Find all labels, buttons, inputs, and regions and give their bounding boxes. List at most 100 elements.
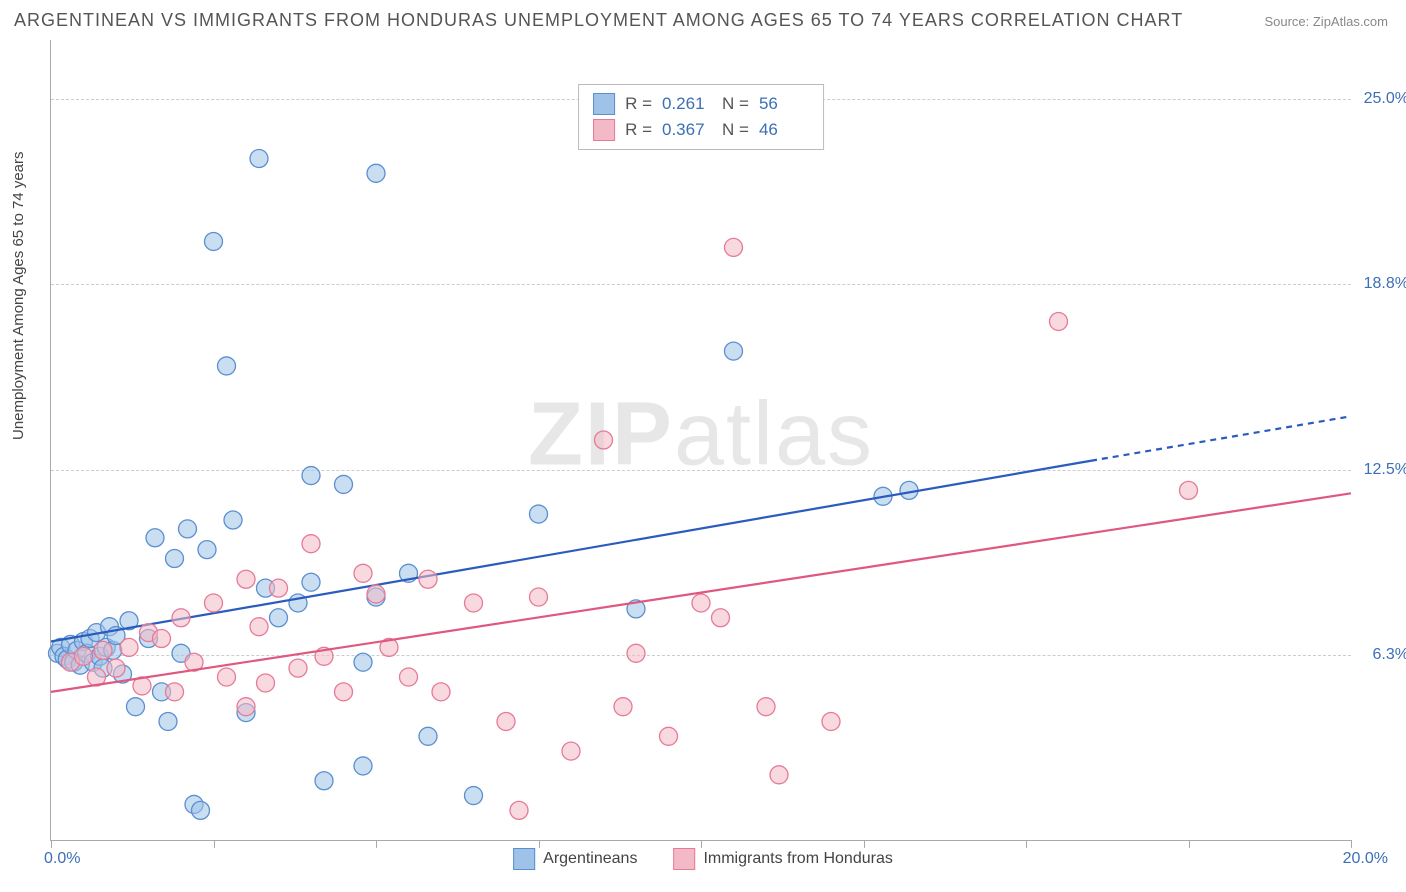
data-point-honduras bbox=[237, 698, 255, 716]
r-label: R = bbox=[625, 94, 652, 114]
data-point-argentineans bbox=[127, 698, 145, 716]
r-value: 0.261 bbox=[662, 94, 712, 114]
data-point-honduras bbox=[595, 431, 613, 449]
data-point-argentineans bbox=[530, 505, 548, 523]
data-point-honduras bbox=[218, 668, 236, 686]
data-point-argentineans bbox=[159, 712, 177, 730]
data-point-honduras bbox=[302, 535, 320, 553]
data-point-honduras bbox=[432, 683, 450, 701]
data-point-honduras bbox=[1050, 312, 1068, 330]
data-point-argentineans bbox=[192, 801, 210, 819]
data-point-honduras bbox=[94, 641, 112, 659]
chart-title: ARGENTINEAN VS IMMIGRANTS FROM HONDURAS … bbox=[14, 10, 1183, 31]
data-point-honduras bbox=[465, 594, 483, 612]
data-point-honduras bbox=[205, 594, 223, 612]
data-point-argentineans bbox=[205, 232, 223, 250]
swatch-argentineans bbox=[513, 848, 535, 870]
data-point-honduras bbox=[257, 674, 275, 692]
data-point-honduras bbox=[166, 683, 184, 701]
data-point-honduras bbox=[562, 742, 580, 760]
y-axis-label: Unemployment Among Ages 65 to 74 years bbox=[10, 151, 27, 440]
x-tick bbox=[214, 840, 215, 848]
n-value: 46 bbox=[759, 120, 809, 140]
x-axis-origin-label: 0.0% bbox=[44, 850, 80, 868]
data-point-argentineans bbox=[302, 573, 320, 591]
data-point-argentineans bbox=[335, 475, 353, 493]
data-point-honduras bbox=[289, 659, 307, 677]
data-point-honduras bbox=[497, 712, 515, 730]
data-point-honduras bbox=[510, 801, 528, 819]
data-point-honduras bbox=[1180, 481, 1198, 499]
data-point-honduras bbox=[627, 644, 645, 662]
data-point-argentineans bbox=[367, 164, 385, 182]
data-point-honduras bbox=[660, 727, 678, 745]
data-point-argentineans bbox=[179, 520, 197, 538]
n-label: N = bbox=[722, 94, 749, 114]
stats-row-honduras: R = 0.367 N = 46 bbox=[593, 117, 809, 143]
data-point-argentineans bbox=[302, 467, 320, 485]
data-point-argentineans bbox=[465, 787, 483, 805]
n-label: N = bbox=[722, 120, 749, 140]
data-point-argentineans bbox=[354, 757, 372, 775]
data-point-argentineans bbox=[218, 357, 236, 375]
swatch-honduras bbox=[593, 119, 615, 141]
source-prefix: Source: bbox=[1264, 14, 1312, 29]
data-point-honduras bbox=[153, 630, 171, 648]
data-point-honduras bbox=[172, 609, 190, 627]
data-point-honduras bbox=[367, 585, 385, 603]
data-point-honduras bbox=[614, 698, 632, 716]
data-point-honduras bbox=[107, 659, 125, 677]
n-value: 56 bbox=[759, 94, 809, 114]
data-point-argentineans bbox=[166, 550, 184, 568]
source-name: ZipAtlas.com bbox=[1313, 14, 1388, 29]
scatter-svg bbox=[51, 40, 1351, 840]
stats-legend: R = 0.261 N = 56 R = 0.367 N = 46 bbox=[578, 84, 824, 150]
data-point-honduras bbox=[692, 594, 710, 612]
x-tick bbox=[51, 840, 52, 848]
x-tick bbox=[701, 840, 702, 848]
data-point-honduras bbox=[822, 712, 840, 730]
legend-item-honduras: Immigrants from Honduras bbox=[673, 848, 892, 870]
data-point-honduras bbox=[237, 570, 255, 588]
y-tick-label: 18.8% bbox=[1364, 275, 1406, 293]
trend-line-dashed-argentineans bbox=[1091, 416, 1351, 460]
data-point-honduras bbox=[75, 647, 93, 665]
data-point-honduras bbox=[757, 698, 775, 716]
bottom-legend: Argentineans Immigrants from Honduras bbox=[513, 848, 893, 870]
data-point-argentineans bbox=[354, 653, 372, 671]
data-point-honduras bbox=[120, 638, 138, 656]
data-point-argentineans bbox=[146, 529, 164, 547]
x-tick bbox=[376, 840, 377, 848]
data-point-honduras bbox=[335, 683, 353, 701]
plot-area: ZIPatlas 6.3%12.5%18.8%25.0% R =0.261N =… bbox=[50, 40, 1351, 841]
stats-row-argentineans: R = 0.261 N = 56 bbox=[593, 91, 809, 117]
data-point-argentineans bbox=[725, 342, 743, 360]
data-point-honduras bbox=[530, 588, 548, 606]
legend-item-argentineans: Argentineans bbox=[513, 848, 637, 870]
data-point-honduras bbox=[419, 570, 437, 588]
data-point-honduras bbox=[725, 238, 743, 256]
x-axis-max-label: 20.0% bbox=[1343, 850, 1388, 868]
data-point-honduras bbox=[270, 579, 288, 597]
trend-line-honduras bbox=[51, 493, 1351, 692]
x-tick bbox=[1351, 840, 1352, 848]
data-point-argentineans bbox=[270, 609, 288, 627]
legend-label: Immigrants from Honduras bbox=[703, 850, 892, 868]
data-point-honduras bbox=[354, 564, 372, 582]
data-point-argentineans bbox=[419, 727, 437, 745]
data-point-argentineans bbox=[315, 772, 333, 790]
data-point-argentineans bbox=[198, 541, 216, 559]
swatch-honduras bbox=[673, 848, 695, 870]
source-attribution: Source: ZipAtlas.com bbox=[1264, 14, 1388, 29]
data-point-argentineans bbox=[224, 511, 242, 529]
data-point-argentineans bbox=[250, 150, 268, 168]
swatch-argentineans bbox=[593, 93, 615, 115]
data-point-honduras bbox=[770, 766, 788, 784]
x-tick bbox=[539, 840, 540, 848]
x-tick bbox=[864, 840, 865, 848]
r-label: R = bbox=[625, 120, 652, 140]
x-tick bbox=[1026, 840, 1027, 848]
data-point-honduras bbox=[400, 668, 418, 686]
data-point-honduras bbox=[250, 618, 268, 636]
r-value: 0.367 bbox=[662, 120, 712, 140]
